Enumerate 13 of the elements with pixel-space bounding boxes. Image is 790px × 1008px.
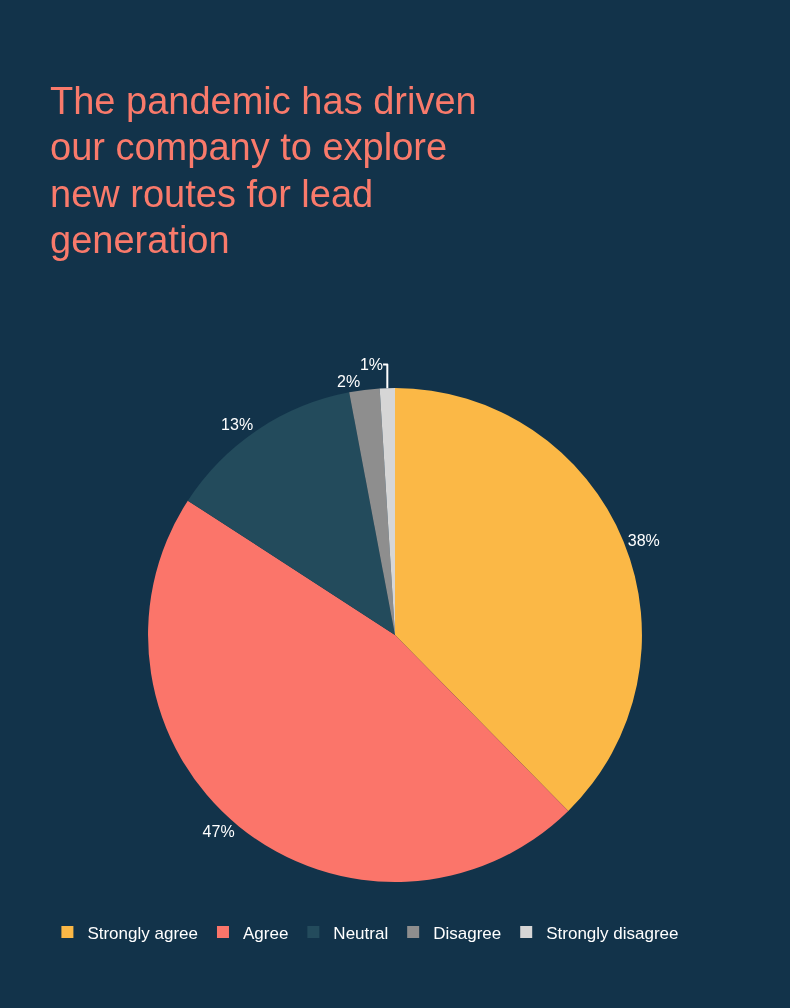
data-label: 1% <box>359 356 384 374</box>
legend-label: Agree <box>242 923 289 943</box>
data-label: 13% <box>221 415 254 433</box>
data-label: 38% <box>627 531 660 549</box>
legend-label: Disagree <box>433 923 502 943</box>
pie-slice <box>187 392 395 636</box>
data-label: 2% <box>336 373 361 391</box>
chart-title: The pandemic has driven our company to explore new routes for lead generation <box>50 79 478 264</box>
legend-label: Neutral <box>333 923 389 943</box>
pie-slice <box>148 500 569 882</box>
legend-label: Strongly disagree <box>546 923 679 943</box>
data-label: 47% <box>202 823 235 840</box>
legend-label: Strongly agree <box>87 923 198 943</box>
